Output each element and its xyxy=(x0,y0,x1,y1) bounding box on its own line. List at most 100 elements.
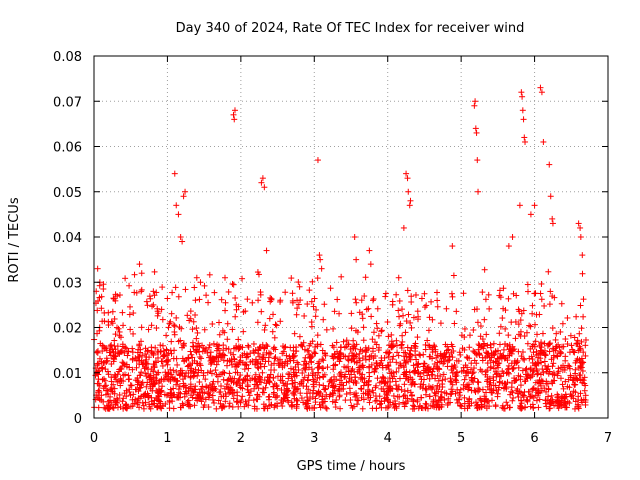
data-point xyxy=(470,348,477,355)
data-point xyxy=(365,378,372,385)
data-point xyxy=(547,340,554,347)
data-point xyxy=(258,308,265,315)
data-point xyxy=(401,357,408,364)
data-point xyxy=(126,364,133,371)
data-point xyxy=(516,404,523,411)
data-point xyxy=(499,368,506,375)
data-point xyxy=(319,403,326,410)
data-point xyxy=(418,394,425,401)
data-point xyxy=(352,296,359,303)
data-point xyxy=(562,336,569,343)
data-point xyxy=(271,355,278,362)
data-point xyxy=(500,385,507,392)
data-point xyxy=(505,243,512,250)
data-point xyxy=(532,392,539,399)
data-point xyxy=(94,298,101,305)
data-point xyxy=(561,399,568,406)
data-point xyxy=(173,381,180,388)
data-point xyxy=(381,354,388,361)
data-point xyxy=(390,392,397,399)
data-point xyxy=(577,302,584,309)
data-point xyxy=(135,357,142,364)
data-point xyxy=(98,365,105,372)
data-point xyxy=(285,387,292,394)
data-point xyxy=(108,374,115,381)
y-tick-label: 0.07 xyxy=(53,95,82,110)
data-point xyxy=(401,369,408,376)
data-point xyxy=(557,328,564,335)
data-point xyxy=(534,367,541,374)
data-point xyxy=(145,326,152,333)
data-point xyxy=(100,398,107,405)
data-point xyxy=(353,299,360,306)
data-point xyxy=(539,330,546,337)
data-point xyxy=(138,270,145,277)
data-point xyxy=(404,398,411,405)
data-point xyxy=(220,351,227,358)
data-point xyxy=(521,356,528,363)
data-point xyxy=(545,268,552,275)
data-point xyxy=(99,318,106,325)
data-point xyxy=(141,365,148,372)
data-point xyxy=(216,319,223,326)
data-point xyxy=(117,403,124,410)
data-point xyxy=(468,374,475,381)
data-point xyxy=(348,402,355,409)
data-point xyxy=(249,299,256,306)
data-point xyxy=(457,351,464,358)
y-tick-label: 0.05 xyxy=(53,186,82,201)
data-point xyxy=(182,373,189,380)
data-point xyxy=(484,342,491,349)
data-point xyxy=(330,382,337,389)
data-point xyxy=(175,211,182,218)
data-point xyxy=(105,318,112,325)
data-point xyxy=(574,340,581,347)
data-point xyxy=(468,360,475,367)
data-point xyxy=(389,356,396,363)
data-point xyxy=(504,402,511,409)
data-point xyxy=(348,325,355,332)
data-point xyxy=(432,375,439,382)
data-point xyxy=(366,353,373,360)
data-point xyxy=(110,355,117,362)
data-point xyxy=(199,348,206,355)
data-point xyxy=(308,298,315,305)
data-point xyxy=(381,388,388,395)
data-point xyxy=(384,348,391,355)
data-point xyxy=(306,342,313,349)
data-point xyxy=(572,389,579,396)
data-point xyxy=(364,386,371,393)
data-point xyxy=(390,343,397,350)
data-point xyxy=(214,341,221,348)
data-point xyxy=(515,348,522,355)
data-point xyxy=(162,369,169,376)
data-point xyxy=(171,376,178,383)
data-point xyxy=(188,351,195,358)
data-point xyxy=(517,382,524,389)
data-point xyxy=(370,389,377,396)
data-point xyxy=(353,390,360,397)
data-point xyxy=(380,375,387,382)
data-point xyxy=(230,111,237,118)
data-point xyxy=(352,379,359,386)
data-point xyxy=(503,399,510,406)
data-point xyxy=(166,397,173,404)
data-point xyxy=(352,374,359,381)
data-point xyxy=(401,388,408,395)
data-point xyxy=(403,373,410,380)
data-point xyxy=(259,354,266,361)
data-point xyxy=(556,400,563,407)
data-point xyxy=(537,290,544,297)
data-point xyxy=(562,391,569,398)
data-point xyxy=(541,302,548,309)
data-point xyxy=(396,297,403,304)
data-point xyxy=(140,392,147,399)
data-point xyxy=(132,386,139,393)
data-point xyxy=(546,399,553,406)
data-point xyxy=(445,395,452,402)
data-point xyxy=(130,391,137,398)
data-point xyxy=(527,211,534,218)
data-point xyxy=(151,364,158,371)
data-point xyxy=(158,405,165,412)
data-point xyxy=(461,376,468,383)
